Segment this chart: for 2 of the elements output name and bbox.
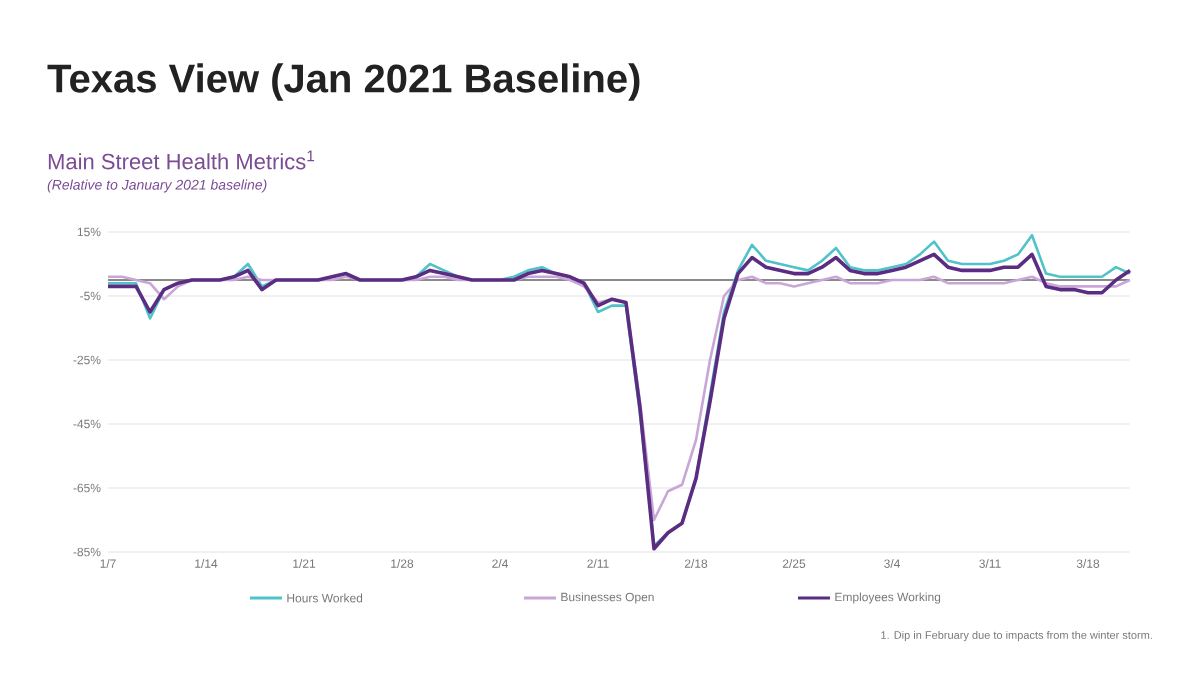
chart-title: Texas View (Jan 2021 Baseline) [47,63,640,101]
chart-subtitle: Main Street Health Metrics$^{1}$ [48,150,315,170]
